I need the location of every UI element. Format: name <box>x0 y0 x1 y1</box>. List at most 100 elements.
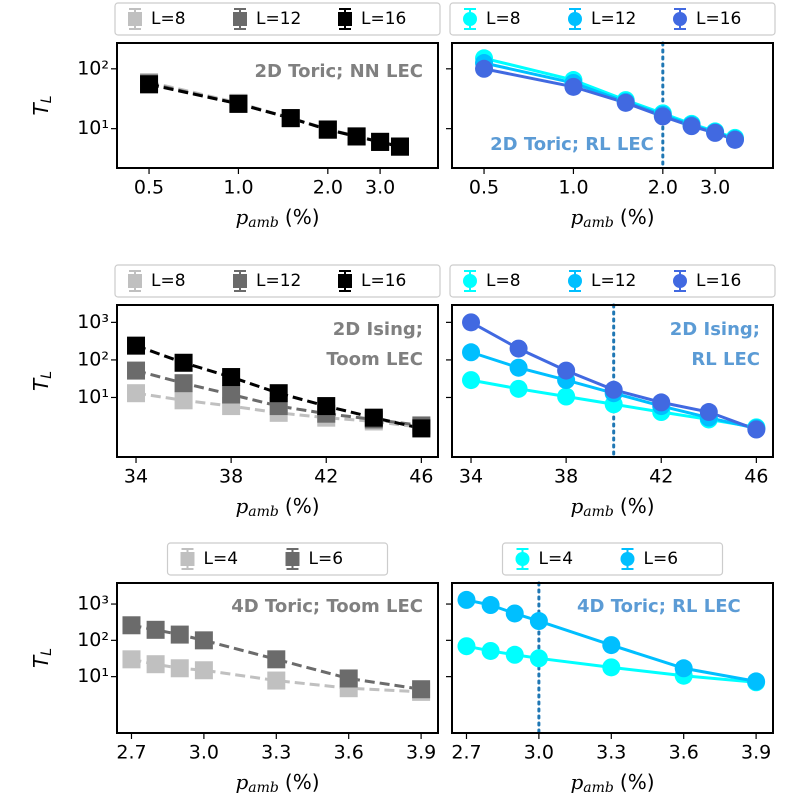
data-point <box>170 625 189 644</box>
data-point <box>364 408 383 427</box>
annotation: 2D Ising; <box>670 319 760 340</box>
data-point <box>371 132 390 151</box>
annotation: 2D Toric; NN LEC <box>254 61 423 82</box>
data-point <box>747 420 766 439</box>
x-tick-label: 38 <box>554 466 578 488</box>
x-tick-label: 2.7 <box>451 742 481 764</box>
x-label-subscript: amb <box>583 504 614 520</box>
data-point <box>222 368 241 387</box>
y-tick-label: 10² <box>77 57 109 79</box>
legend-label: L=16 <box>361 271 406 291</box>
x-axis-label: pamb (%) <box>235 770 319 797</box>
axes-frame <box>116 304 439 458</box>
legend-label: L=8 <box>486 9 521 29</box>
plot-area <box>122 616 431 701</box>
x-label-subscript: amb <box>248 215 279 231</box>
data-point <box>481 596 500 615</box>
plot-area <box>475 49 744 149</box>
data-point <box>457 637 476 656</box>
panel: 2.7 3.0 3.3 3.6 3.9 10¹ 10² 10³ 4D Toric; Toom L… <box>29 542 439 797</box>
data-point <box>281 109 300 128</box>
data-point <box>269 384 288 403</box>
x-axis-label: pamb (%) <box>235 494 319 521</box>
y-label-subscript: L <box>39 648 55 656</box>
plot-area <box>462 313 766 439</box>
legend-label: L=12 <box>256 9 301 29</box>
x-tick-label: 3.3 <box>261 742 291 764</box>
y-tick-label: 10¹ <box>77 386 109 408</box>
x-axis-label: pamb (%) <box>570 770 654 797</box>
data-point <box>174 391 193 410</box>
x-tick-label: 0.5 <box>134 177 164 199</box>
legend-marker <box>620 552 635 566</box>
legend-marker <box>515 552 530 566</box>
x-label-subscript: amb <box>248 504 279 520</box>
panel: 0.5 1.0 2.0 3.0 10¹ 10² 2D Toric; NN LEC pamb (%… <box>29 2 441 231</box>
legend-marker <box>568 274 582 288</box>
legend-marker <box>463 274 477 288</box>
x-tick-label: 3.6 <box>334 742 364 764</box>
panel: 2.7 3.0 3.3 3.6 3.9 4D Toric; RL LEC pamb (%) L=… <box>446 542 774 797</box>
data-point <box>267 671 286 690</box>
legend-marker <box>180 552 195 566</box>
annotation: 2D Ising; <box>333 319 423 340</box>
data-point <box>174 374 193 393</box>
legend-marker <box>233 274 247 288</box>
x-tick-label: 38 <box>219 466 243 488</box>
legend-label: L=16 <box>361 9 406 29</box>
legend-marker <box>128 274 142 288</box>
x-label-symbol: p <box>235 205 248 229</box>
x-tick-label: 3.9 <box>741 742 771 764</box>
legend-label: L=4 <box>204 549 239 569</box>
legend-marker <box>233 12 247 26</box>
axes-frame <box>451 42 774 169</box>
legend-box <box>501 542 724 576</box>
x-label-unit: (%) <box>620 205 655 229</box>
panel: 34 38 42 46 2D Ising; RL LEC pamb (%) L=8 L=12 L=1… <box>446 264 776 521</box>
x-tick-label: 2.7 <box>116 742 146 764</box>
y-tick-label: 10³ <box>77 311 109 333</box>
data-point <box>602 636 621 655</box>
plot-area <box>127 336 431 438</box>
x-label-symbol: p <box>570 494 583 518</box>
data-point <box>194 661 213 680</box>
legend-box <box>449 2 776 36</box>
panel: 34 38 42 46 10¹ 10² 10³ 2D Ising; Toom LEC pamb (%… <box>29 264 441 521</box>
x-tick-label: 3.3 <box>596 742 626 764</box>
y-axis-label: TL <box>29 95 56 115</box>
legend-label: L=6 <box>644 549 679 569</box>
x-label-symbol: p <box>235 494 248 518</box>
data-point <box>462 371 481 390</box>
x-tick-label: 2.0 <box>648 177 678 199</box>
y-label-symbol: T <box>29 654 53 668</box>
data-point <box>682 117 701 136</box>
data-point <box>318 120 337 139</box>
legend-marker <box>673 274 687 288</box>
legend-box <box>114 2 441 36</box>
data-point <box>127 336 146 355</box>
data-point <box>347 127 366 146</box>
data-point <box>457 590 476 609</box>
data-point <box>505 604 524 623</box>
data-point <box>604 380 623 399</box>
x-label-unit: (%) <box>285 494 320 518</box>
legend-marker <box>338 12 352 26</box>
data-point <box>267 650 286 669</box>
x-tick-label: 3.0 <box>700 177 730 199</box>
legend-marker <box>568 12 582 26</box>
y-tick-label: 10¹ <box>77 117 109 139</box>
x-tick-label: 42 <box>314 466 338 488</box>
annotation: Toom LEC <box>326 349 423 370</box>
data-point <box>564 77 583 96</box>
data-point <box>557 361 576 380</box>
legend-label: L=6 <box>309 549 344 569</box>
data-point <box>127 384 146 403</box>
data-point <box>725 130 744 149</box>
x-label-symbol: p <box>235 770 248 794</box>
x-axis-label: pamb (%) <box>570 494 654 521</box>
x-label-unit: (%) <box>620 494 655 518</box>
legend-box <box>449 264 776 298</box>
data-point <box>674 659 693 678</box>
legend-marker <box>285 552 300 566</box>
